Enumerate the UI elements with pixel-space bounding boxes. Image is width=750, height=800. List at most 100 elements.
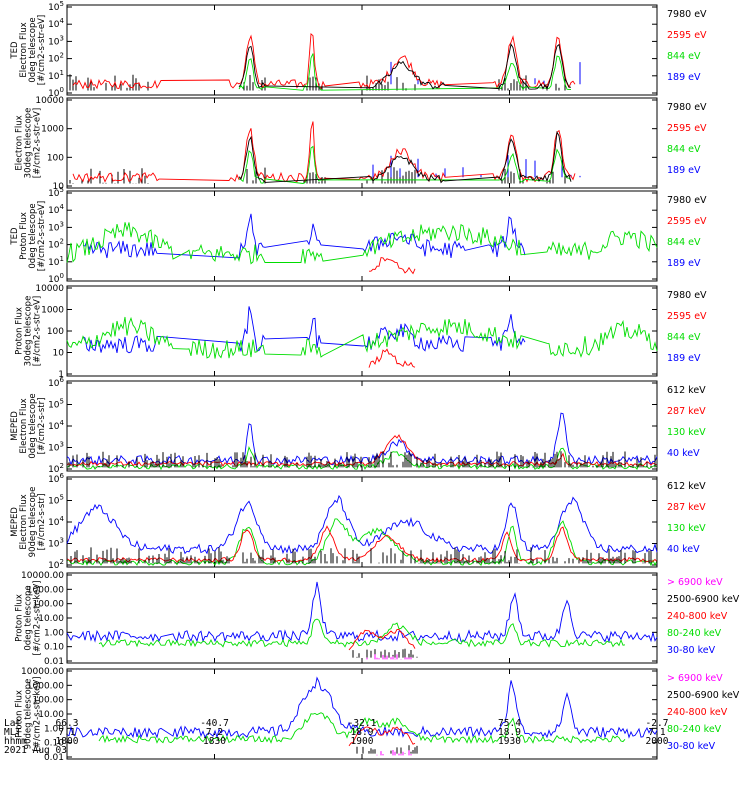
y-tick-label: 10 <box>53 182 65 192</box>
legend-item: 240-800 keV <box>667 611 728 622</box>
legend-item: 612 keV <box>667 481 706 492</box>
y-tick-label: 10000 <box>35 96 64 106</box>
y-tick-label: 10.00 <box>38 710 64 720</box>
y-tick-label: 101 <box>48 255 64 268</box>
footer-lat: -40.7 <box>200 718 229 729</box>
legend-item: 130 keV <box>667 427 706 438</box>
y-tick-label: 1 <box>58 370 64 380</box>
y-tick-label: 102 <box>48 52 64 65</box>
y-tick-label: 10000.00 <box>21 667 64 677</box>
y-tick-label: 102 <box>48 462 64 475</box>
y-tick-label: 1.00 <box>44 628 64 638</box>
y-tick-label: 0.01 <box>44 753 64 763</box>
plot-frame <box>66 190 658 282</box>
series-2595ev <box>72 121 576 184</box>
series-844ev <box>238 145 572 184</box>
series-844ev <box>66 222 658 265</box>
series-30-80kev <box>66 676 658 739</box>
y-tick-label: 100 <box>47 327 64 337</box>
plot-frame <box>66 572 658 664</box>
legend-item: 30-80 keV <box>667 645 716 656</box>
y-tick-label: 100 <box>48 272 64 285</box>
footer-hhmm: 1930 <box>498 736 521 747</box>
y-tick-label: 100.00 <box>33 696 65 706</box>
legend-item: 2595 eV <box>667 311 707 322</box>
legend-item: 189 eV <box>667 72 701 83</box>
footer-lat: 75.4 <box>498 718 521 729</box>
y-tick-label: 0.10 <box>44 739 64 749</box>
plot-frame <box>66 476 658 568</box>
plot-frame <box>66 285 658 377</box>
footer-hhmm: 1900 <box>351 736 374 747</box>
legend-item: 2595 eV <box>667 123 707 134</box>
y-axis-label: TEDElectron Flux0deg telescope[#/cm2-s-s… <box>10 15 47 85</box>
series-2595ev <box>72 32 576 90</box>
y-axis-label: Proton Flux0deg telescope[#/cm2-s-str-ke… <box>15 581 43 656</box>
y-tick-label: 10 <box>53 349 65 359</box>
y-tick-label: 103 <box>48 537 64 550</box>
legend-item: 2595 eV <box>667 30 707 41</box>
legend-item: 844 eV <box>667 237 701 248</box>
y-tick-label: 10000.00 <box>21 571 64 581</box>
series-844ev <box>238 53 572 91</box>
footer-mlt: 7.1 <box>58 727 75 738</box>
y-tick-label: 102 <box>48 558 64 571</box>
y-axis-label: TEDProton Flux0deg telescope[#/cm2-s-str… <box>10 201 47 271</box>
legend-item: 2500-6900 keV <box>667 594 740 605</box>
legend-item: 80-240 keV <box>667 724 722 735</box>
series-612kev <box>66 547 658 564</box>
footer-row-label: MLT <box>4 727 21 738</box>
legend-item: 189 eV <box>667 165 701 176</box>
y-tick-label: 104 <box>48 419 64 432</box>
y-axis-label: Electron Flux30deg telescope[#/cm2-s-str… <box>15 108 43 179</box>
y-tick-label: 1000 <box>41 125 64 135</box>
series-40kev <box>66 494 658 555</box>
legend-item: 189 eV <box>667 353 701 364</box>
y-tick-label: 103 <box>48 34 64 47</box>
legend-item: 7980 eV <box>667 290 707 301</box>
panel-8: 0.01 0.10 1.00 10.00 100.00 1000.00 10000.00Pr… <box>15 667 740 763</box>
series-2595ev <box>368 348 416 368</box>
y-tick-label: 106 <box>48 376 64 389</box>
y-tick-label: 100 <box>47 153 64 163</box>
y-axis-label: MEPEDElectron Flux90deg telescope[#/cm2-… <box>10 487 47 558</box>
y-tick-label: 1.00 <box>44 724 64 734</box>
y-tick-label: 105 <box>48 0 64 13</box>
footer-mlt: 7.2 <box>206 727 223 738</box>
legend-item: 2595 eV <box>667 216 707 227</box>
footer-mlt: 18.9 <box>498 727 521 738</box>
y-tick-label: 104 <box>48 17 64 30</box>
y-tick-label: 1000.00 <box>27 585 64 595</box>
series-2500-6900kev <box>352 648 418 658</box>
footer-hhmm: 1830 <box>203 736 226 747</box>
legend-item: 612 keV <box>667 385 706 396</box>
footer-row-label: Lat <box>4 718 21 729</box>
footer-mlt: 7.1 <box>648 727 665 738</box>
y-axis-label: Proton Flux30deg telescope[#/cm2-s-str-e… <box>15 296 43 367</box>
series-189ev <box>82 306 526 354</box>
y-tick-label: 105 <box>48 398 64 411</box>
series-40kev <box>66 412 658 467</box>
y-tick-label: 101 <box>48 69 64 82</box>
legend-item: 287 keV <box>667 406 706 417</box>
series-130kev <box>66 518 658 567</box>
legend-item: 30-80 keV <box>667 741 716 752</box>
legend-item: 2500-6900 keV <box>667 690 740 701</box>
y-tick-label: 10.00 <box>38 614 64 624</box>
legend-item: > 6900 keV <box>667 577 723 588</box>
series-7980ev-trace <box>238 130 572 184</box>
series-7980ev-trace <box>238 43 571 91</box>
panel-4: 1 10 100 1000 10000 Proton Flux30deg telescop… <box>15 284 708 380</box>
y-tick-label: 100 <box>48 86 64 99</box>
y-tick-label: 105 <box>48 186 64 199</box>
series-844ev <box>66 316 658 359</box>
y-tick-label: 1000 <box>41 306 64 316</box>
footer-row-label: 2021 Aug 03 <box>4 745 67 756</box>
y-tick-label: 0.01 <box>44 657 64 667</box>
panel-2: 10 100 1000 10000 Electron Flux30deg telesco… <box>15 96 708 192</box>
